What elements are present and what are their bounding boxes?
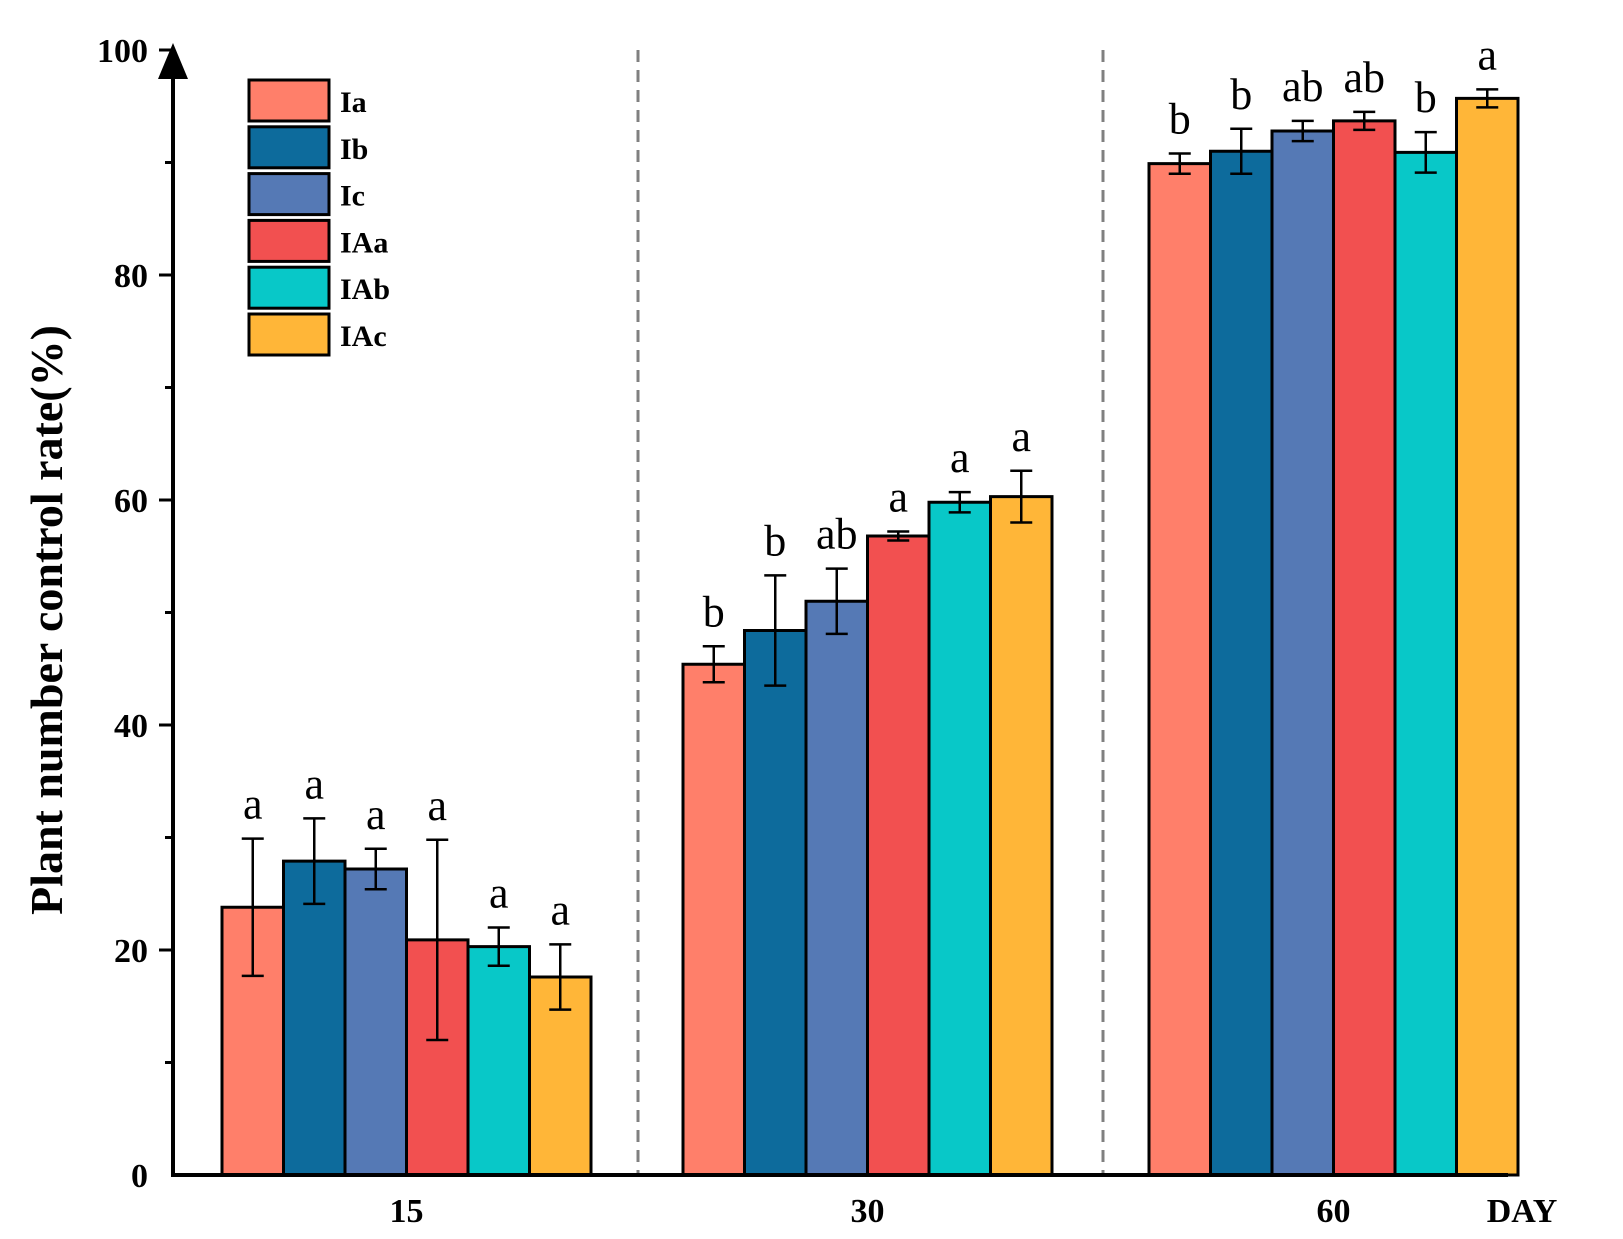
- significance-label-Ia-15: a: [243, 780, 263, 829]
- group-separators: [636, 50, 1105, 1175]
- legend: Ia Ib Ic IAa IAb IAc: [247, 78, 390, 357]
- y-tick-label-80: 80: [114, 258, 148, 295]
- legend-label-Ia: Ia: [340, 86, 367, 119]
- significance-label-IAc-30: a: [1011, 412, 1031, 461]
- significance-label-IAb-15: a: [489, 869, 509, 918]
- significance-label-Ib-15: a: [304, 759, 324, 808]
- significance-label-Ia-30: b: [703, 587, 725, 636]
- bar-IAa-30: [866, 534, 931, 1177]
- significance-label-Ic-60: ab: [1282, 62, 1324, 111]
- bar-Ic-15: [343, 867, 408, 1177]
- bar-Ic-30: [804, 599, 869, 1177]
- y-axis-title: Plant number control rate(%): [21, 325, 72, 915]
- x-tick-label-30: 30: [851, 1193, 885, 1230]
- bar-IAb-30: [927, 500, 992, 1177]
- legend-swatch-Ia: [247, 78, 331, 123]
- significance-label-IAb-60: b: [1415, 73, 1437, 122]
- significance-label-Ic-15: a: [366, 790, 386, 839]
- legend-label-IAc: IAc: [340, 320, 387, 353]
- bar-IAb-15: [466, 945, 531, 1177]
- bar-Ia-60: [1147, 162, 1212, 1177]
- legend-swatch-IAc: [247, 312, 331, 357]
- significance-label-Ia-60: b: [1169, 95, 1191, 144]
- axes: 0 20 40 60 80 100 15 30 60: [97, 33, 1508, 1230]
- x-tick-label-60: 60: [1317, 1193, 1351, 1230]
- bar-Ib-60: [1209, 149, 1274, 1177]
- bar-IAa-60: [1332, 119, 1397, 1177]
- legend-label-Ic: Ic: [340, 180, 365, 213]
- significance-label-Ib-60: b: [1230, 70, 1252, 119]
- bar-Ib-15: [282, 859, 347, 1177]
- significance-label-IAa-60: ab: [1343, 53, 1385, 102]
- significance-label-IAa-15: a: [427, 781, 447, 830]
- x-axis-title: DAY: [1487, 1193, 1558, 1230]
- x-tick-label-15: 15: [390, 1193, 424, 1230]
- y-tick-label-60: 60: [114, 483, 148, 520]
- y-tick-label-100: 100: [97, 33, 148, 70]
- bar-Ic-60: [1270, 129, 1335, 1177]
- significance-label-IAc-15: a: [550, 885, 570, 934]
- bars-group: [220, 96, 1520, 1177]
- error-bars-group: [241, 88, 1499, 1042]
- legend-label-IAa: IAa: [340, 226, 388, 259]
- significance-label-Ic-30: ab: [816, 510, 858, 559]
- legend-label-IAb: IAb: [340, 273, 390, 306]
- significance-label-IAb-30: a: [950, 433, 970, 482]
- legend-swatch-Ic: [247, 172, 331, 217]
- bar-IAc-30: [989, 495, 1054, 1177]
- significance-label-IAc-60: a: [1477, 30, 1497, 79]
- legend-label-Ib: Ib: [340, 133, 368, 166]
- legend-swatch-IAa: [247, 218, 331, 263]
- y-tick-label-20: 20: [114, 933, 148, 970]
- significance-label-Ib-30: b: [764, 516, 786, 565]
- bar-IAb-60: [1393, 150, 1458, 1177]
- legend-swatch-IAb: [247, 265, 331, 310]
- bar-Ia-30: [681, 662, 746, 1177]
- bar-Ib-30: [743, 629, 808, 1177]
- legend-swatch-Ib: [247, 125, 331, 170]
- y-tick-label-40: 40: [114, 708, 148, 745]
- y-tick-label-0: 0: [131, 1158, 148, 1195]
- significance-label-IAa-30: a: [888, 473, 908, 522]
- bar-IAc-60: [1455, 96, 1520, 1177]
- y-axis-arrow-icon: [158, 43, 188, 79]
